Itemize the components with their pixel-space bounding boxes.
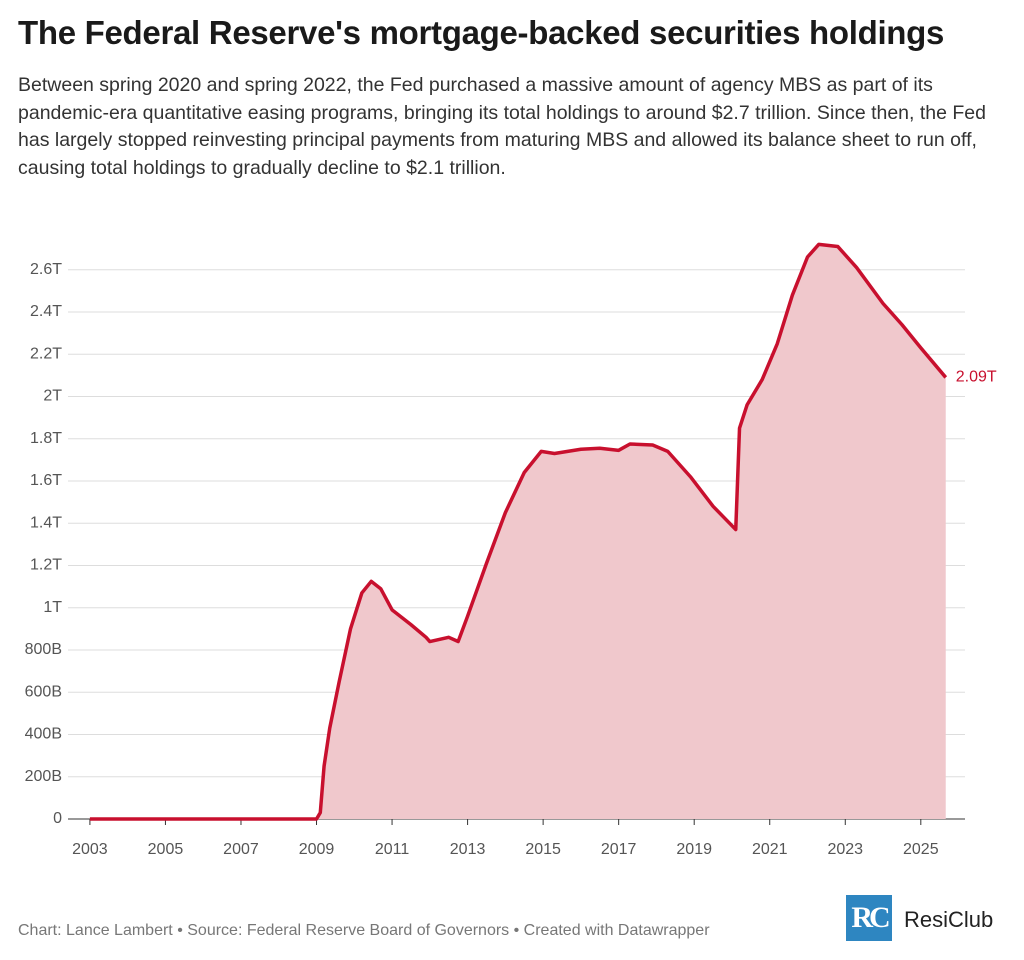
- x-tick-label: 2007: [223, 841, 259, 858]
- y-tick-label: 2.2T: [30, 345, 62, 362]
- y-tick-label: 1.6T: [30, 472, 62, 489]
- x-tick-label: 2011: [375, 841, 410, 858]
- y-tick-label: 600B: [25, 683, 62, 700]
- logo: RC ResiClub: [846, 895, 1016, 945]
- x-tick-label: 2025: [903, 841, 939, 858]
- y-tick-label: 0: [53, 810, 62, 827]
- y-tick-label: 400B: [25, 726, 62, 743]
- x-tick-label: 2013: [450, 841, 486, 858]
- y-tick-label: 1.4T: [30, 514, 62, 531]
- chart-subtitle: Between spring 2020 and spring 2022, the…: [18, 74, 986, 179]
- area-fill: [89, 244, 946, 819]
- logo-mark: RC: [846, 895, 892, 941]
- footer: Chart: Lance Lambert • Source: Federal R…: [18, 922, 710, 939]
- x-tick-label: 2017: [601, 841, 637, 858]
- x-tick-label: 2009: [299, 841, 335, 858]
- x-tick-label: 2021: [752, 841, 788, 858]
- value-label: 2.09T: [956, 369, 997, 386]
- chart-title: The Federal Reserve's mortgage-backed se…: [18, 14, 945, 51]
- x-tick-label: 2023: [827, 841, 863, 858]
- x-tick-label: 2015: [525, 841, 561, 858]
- y-tick-label: 800B: [25, 641, 62, 658]
- y-tick-label: 1T: [43, 599, 62, 616]
- x-tick-label: 2005: [148, 841, 184, 858]
- line: [89, 242, 948, 821]
- y-tick-label: 2.6T: [30, 261, 62, 278]
- logo-text: ResiClub: [904, 907, 994, 932]
- y-tick-label: 200B: [25, 768, 62, 785]
- y-tick-label: 2T: [43, 388, 62, 405]
- y-tick-label: 1.2T: [30, 557, 62, 574]
- y-tick-label: 1.8T: [30, 430, 62, 447]
- y-tick-label: 2.4T: [30, 303, 62, 320]
- x-tick-label: 2003: [72, 841, 108, 858]
- x-tick-label: 2019: [676, 841, 712, 858]
